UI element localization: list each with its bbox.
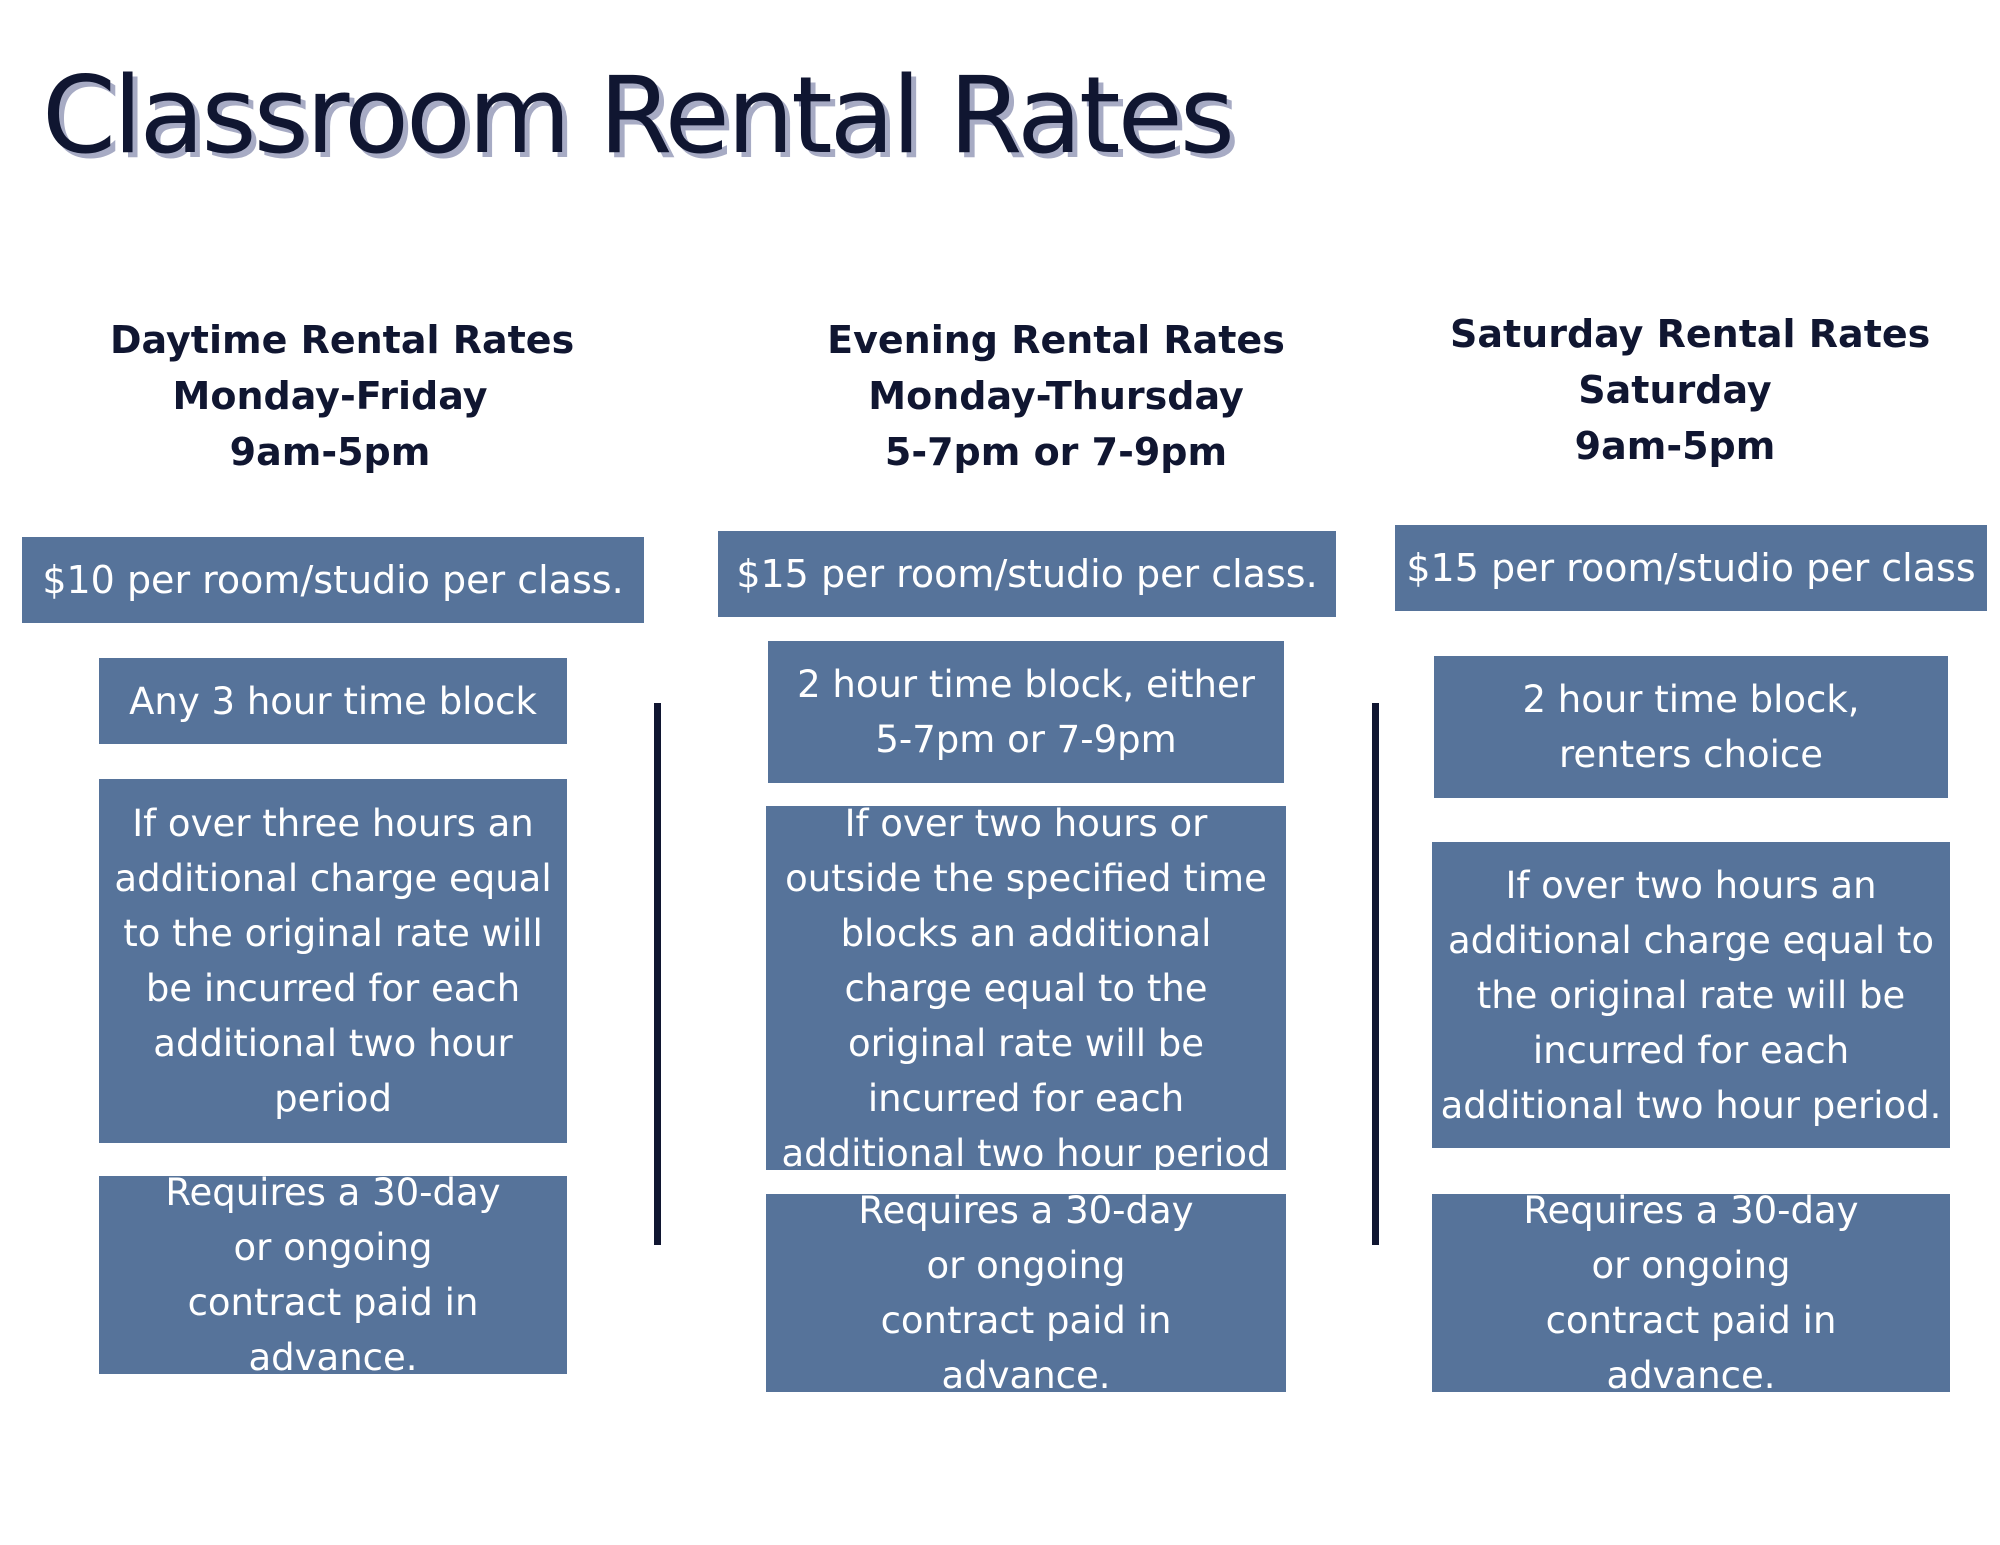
evening-heading: Evening Rental Rates Monday-Thursday 5-7… <box>826 312 1286 480</box>
saturday-heading-hours: 9am-5pm <box>1574 424 1776 468</box>
evening-block-text: 2 hour time block, either 5-7pm or 7-9pm <box>797 663 1255 761</box>
evening-block-box: 2 hour time block, either 5-7pm or 7-9pm <box>768 641 1284 783</box>
saturday-overage-text: If over two hours an additional charge e… <box>1440 863 1942 1127</box>
daytime-block-box: Any 3 hour time block <box>99 658 567 744</box>
daytime-heading-days: Monday-Friday <box>172 374 488 418</box>
evening-overage-text: If over two hours or outside the specifi… <box>781 801 1271 1175</box>
daytime-rate-text: $10 per room/studio per class. <box>42 557 624 602</box>
evening-heading-title: Evening Rental Rates <box>827 318 1285 362</box>
saturday-rate-box: $15 per room/studio per class <box>1395 525 1987 611</box>
daytime-heading-title: Daytime Rental Rates <box>110 318 575 362</box>
saturday-contract-text: Requires a 30-day or ongoing contract pa… <box>1523 1189 1859 1397</box>
saturday-heading-days: Saturday <box>1578 368 1772 412</box>
daytime-contract-text: Requires a 30-day or ongoing contract pa… <box>165 1171 501 1379</box>
saturday-block-box: 2 hour time block, renters choice <box>1434 656 1948 798</box>
evening-contract-text: Requires a 30-day or ongoing contract pa… <box>858 1189 1194 1397</box>
daytime-rate-box: $10 per room/studio per class. <box>22 537 644 623</box>
saturday-block-text: 2 hour time block, renters choice <box>1522 678 1860 776</box>
evening-contract-box: Requires a 30-day or ongoing contract pa… <box>766 1189 1286 1397</box>
saturday-contract-box: Requires a 30-day or ongoing contract pa… <box>1432 1189 1950 1397</box>
evening-rate-text: $15 per room/studio per class. <box>736 551 1318 596</box>
daytime-heading-hours: 9am-5pm <box>229 430 431 474</box>
daytime-block-text: Any 3 hour time block <box>129 679 537 723</box>
saturday-heading: Saturday Rental Rates Saturday 9am-5pm <box>1450 306 1931 474</box>
evening-heading-days: Monday-Thursday <box>868 374 1244 418</box>
evening-overage-box: If over two hours or outside the specifi… <box>766 802 1286 1175</box>
column-divider-right <box>1372 703 1379 1245</box>
daytime-overage-text: If over three hours an additional charge… <box>114 802 552 1120</box>
daytime-heading: Daytime Rental Rates Monday-Friday 9am-5… <box>110 312 575 480</box>
daytime-overage-box: If over three hours an additional charge… <box>99 779 567 1143</box>
daytime-contract-box: Requires a 30-day or ongoing contract pa… <box>99 1171 567 1379</box>
saturday-heading-title: Saturday Rental Rates <box>1450 312 1931 356</box>
column-divider-left <box>654 703 661 1245</box>
saturday-rate-text: $15 per room/studio per class <box>1406 545 1976 590</box>
evening-rate-box: $15 per room/studio per class. <box>718 531 1336 617</box>
page-title: Classroom Rental Rates <box>42 54 1235 177</box>
saturday-overage-box: If over two hours an additional charge e… <box>1432 842 1950 1148</box>
evening-heading-hours: 5-7pm or 7-9pm <box>884 430 1228 474</box>
